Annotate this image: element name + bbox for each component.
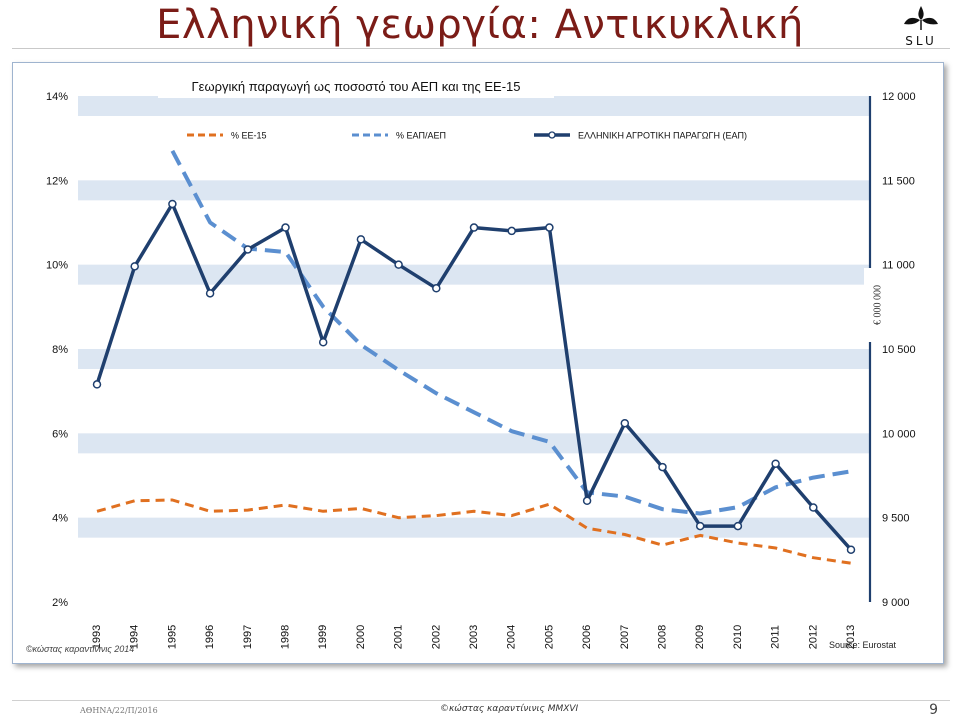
- series-line: [170, 149, 852, 516]
- data-point: [92, 380, 102, 389]
- page-number: 9: [929, 702, 938, 718]
- x-tick-label: 1997: [242, 625, 254, 649]
- footer-date: ΑΘΗΝΑ/22/Π/2016: [80, 706, 158, 715]
- data-point: [846, 545, 856, 554]
- x-tick-label: 2010: [732, 625, 744, 649]
- x-tick-label: 2008: [657, 625, 669, 649]
- data-point: [432, 284, 441, 293]
- legend-marker: [548, 131, 556, 139]
- data-point: [620, 418, 630, 428]
- right-axis-ticks: 9 000 9 500 10 000 10 500 11 000 11 500 12 000: [882, 91, 916, 609]
- data-point: [545, 223, 554, 232]
- x-tick-label: 1999: [317, 625, 329, 649]
- left-tick-label: 10%: [46, 260, 68, 272]
- x-tick-label: 2006: [581, 625, 593, 649]
- data-point: [130, 262, 139, 271]
- x-tick-label: 1996: [204, 625, 216, 649]
- x-tick-label: 2011: [770, 625, 782, 649]
- right-tick-label: 9 000: [882, 597, 910, 609]
- x-tick-label: 2007: [619, 625, 631, 649]
- left-tick-label: 14%: [46, 91, 68, 103]
- data-point: [243, 245, 253, 254]
- x-tick-label: 2003: [468, 625, 480, 649]
- grid-band: [78, 180, 870, 201]
- legend-label: ΕΛΛΗΝΙΚΗ ΑΓΡΟΤΙΚΗ ΠΑΡΑΓΩΓΗ (ΕΑΠ): [578, 131, 747, 141]
- data-point: [318, 338, 328, 347]
- data-point: [733, 521, 743, 531]
- right-tick-label: 10 000: [882, 428, 916, 440]
- leaf-icon: [904, 6, 938, 30]
- left-tick-label: 6%: [52, 428, 68, 440]
- grid-band: [78, 517, 870, 538]
- right-tick-label: 9 500: [882, 513, 910, 525]
- grid-band: [78, 96, 870, 116]
- x-tick-label: 1998: [280, 625, 292, 649]
- footer-divider: [12, 700, 950, 701]
- left-tick-label: 12%: [46, 175, 68, 187]
- data-point: [205, 289, 215, 298]
- title-divider: [12, 48, 950, 49]
- chart-title-background: [158, 76, 554, 98]
- slide-title: Ελληνική γεωργία: Αντικυκλική: [156, 2, 804, 48]
- series-layer: [92, 149, 856, 565]
- x-tick-label: 2005: [543, 625, 555, 649]
- x-tick-label: 1994: [129, 625, 141, 649]
- chart-copyright: ©κώστας καραντίνινις 2014: [26, 644, 134, 654]
- right-tick-label: 10 500: [882, 344, 916, 356]
- line-chart: 2% 4% 6% 8% 10% 12% 14% 9 000 9 500 10 000 10 500…: [26, 76, 916, 654]
- footer-credit: ©κώστας καραντίνινις ΜΜΧVI: [440, 704, 579, 714]
- x-tick-label: 1993: [91, 625, 103, 649]
- data-point: [507, 226, 516, 236]
- x-tick-label: 2001: [393, 625, 405, 649]
- x-tick-label: 2002: [430, 625, 442, 649]
- data-point: [281, 223, 290, 232]
- data-point: [394, 260, 403, 269]
- right-axis-label: € 000 000: [873, 285, 884, 325]
- data-point: [469, 223, 479, 232]
- grid-band: [78, 349, 870, 369]
- x-tick-label: 2004: [506, 625, 518, 649]
- data-point: [809, 503, 818, 512]
- data-point: [771, 459, 780, 468]
- x-tick-label: 2013: [845, 625, 857, 649]
- slu-logo: SLU: [896, 4, 946, 48]
- x-tick-label: 1995: [166, 625, 178, 649]
- data-point: [582, 496, 592, 506]
- x-tick-label: 2012: [807, 625, 819, 649]
- logo-text: SLU: [905, 34, 937, 48]
- x-tick-label: 2009: [694, 625, 706, 649]
- legend-label: % ΕΕ-15: [231, 131, 267, 141]
- grid-band: [78, 433, 870, 454]
- data-point: [168, 199, 177, 209]
- right-tick-label: 11 000: [882, 260, 915, 272]
- chart-source: Source: Eurostat: [829, 640, 897, 650]
- left-tick-label: 4%: [52, 513, 68, 525]
- left-tick-label: 2%: [52, 597, 68, 609]
- legend: % ΕΕ-15 % ΕΑΠ/ΑΕΠ ΕΛΛΗΝΙΚΗ ΑΓΡΟΤΙΚΗ ΠΑΡΑΓΩ…: [187, 131, 747, 141]
- grid-band: [78, 264, 870, 285]
- data-point: [695, 521, 705, 531]
- data-point: [356, 235, 366, 244]
- left-axis-ticks: 2% 4% 6% 8% 10% 12% 14%: [46, 91, 68, 609]
- x-tick-label: 2000: [355, 625, 367, 649]
- chart-title: Γεωργική παραγωγή ως ποσοστό του ΑΕΠ και…: [192, 79, 521, 94]
- legend-label: % ΕΑΠ/ΑΕΠ: [396, 131, 446, 141]
- grid-bands: [78, 96, 870, 538]
- series-line: [96, 498, 852, 565]
- right-tick-label: 11 500: [882, 175, 915, 187]
- right-axis-label-background: [864, 268, 880, 342]
- x-axis-ticks: 1993 1994 1995 1996 1997 1998 1999 2000 2001 2002…: [91, 625, 857, 649]
- right-tick-label: 12 000: [882, 91, 916, 103]
- data-point: [658, 462, 667, 472]
- series-line: [95, 202, 853, 551]
- left-tick-label: 8%: [52, 344, 68, 356]
